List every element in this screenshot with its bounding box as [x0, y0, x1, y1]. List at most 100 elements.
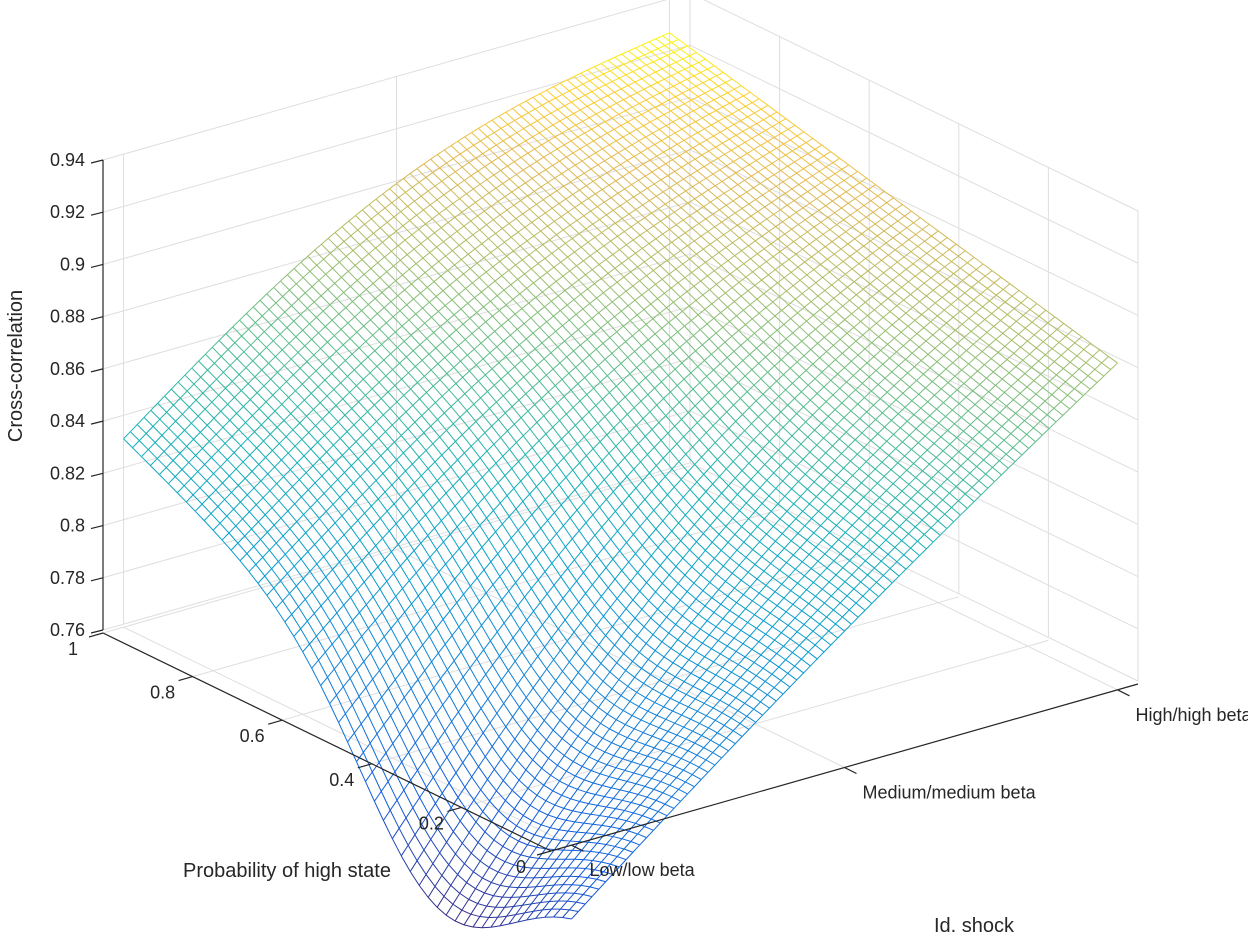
- mesh-line: [594, 869, 604, 873]
- mesh-line: [701, 449, 709, 458]
- mesh-line: [389, 183, 397, 190]
- mesh-line: [506, 906, 514, 917]
- mesh-line: [857, 610, 866, 618]
- mesh-line: [426, 385, 434, 393]
- mesh-line: [721, 704, 730, 714]
- mesh-line: [901, 239, 910, 246]
- mesh-line: [500, 124, 509, 129]
- mesh-line: [802, 243, 810, 250]
- mesh-line: [548, 136, 556, 142]
- mesh-line: [497, 871, 508, 876]
- mesh-line: [587, 236, 596, 243]
- mesh-line: [660, 781, 670, 786]
- mesh-line: [800, 436, 809, 445]
- mesh-line: [505, 726, 516, 740]
- mesh-line: [330, 479, 339, 487]
- mesh-line: [534, 699, 543, 710]
- mesh-line: [326, 444, 334, 453]
- mesh-line: [265, 457, 275, 468]
- mesh-line: [328, 405, 337, 413]
- mesh-line: [477, 903, 487, 907]
- mesh-line: [400, 254, 408, 261]
- mesh-line: [826, 297, 835, 305]
- mesh-line: [363, 652, 371, 662]
- mesh-line: [541, 824, 551, 829]
- mesh-line: [671, 194, 680, 201]
- mesh-line: [635, 775, 644, 785]
- mesh-line: [600, 375, 608, 383]
- mesh-line: [635, 204, 643, 210]
- mesh-line: [435, 341, 443, 349]
- mesh-line: [501, 269, 510, 277]
- mesh-line: [877, 190, 885, 197]
- mesh-line: [756, 341, 764, 349]
- mesh-line: [748, 510, 756, 520]
- mesh-line: [607, 846, 616, 855]
- mesh-line: [629, 635, 638, 645]
- mesh-line: [618, 670, 627, 680]
- mesh-line: [516, 435, 524, 443]
- mesh-line: [725, 287, 733, 294]
- mesh-line: [366, 232, 374, 240]
- mesh-line: [525, 687, 534, 698]
- mesh-line: [541, 336, 550, 344]
- mesh-line: [590, 206, 598, 212]
- mesh-line: [402, 508, 411, 517]
- mesh-line: [726, 351, 735, 358]
- mesh-line: [545, 729, 554, 741]
- mesh-line: [471, 683, 480, 694]
- grid-line-y-floor: [102, 465, 691, 634]
- mesh-line: [559, 640, 568, 651]
- mesh-line: [460, 651, 471, 669]
- mesh-line: [737, 486, 745, 495]
- mesh-line: [659, 125, 667, 130]
- mesh-line: [618, 74, 627, 79]
- mesh-line: [497, 196, 506, 202]
- mesh-line: [217, 450, 228, 461]
- mesh-line: [859, 216, 867, 223]
- mesh-line: [716, 278, 724, 285]
- mesh-line: [396, 799, 407, 819]
- mesh-line: [426, 611, 437, 629]
- mesh-line: [606, 209, 614, 216]
- mesh-line: [285, 429, 294, 438]
- mesh-line: [591, 707, 599, 718]
- mesh-line: [574, 160, 583, 166]
- mesh-line: [407, 834, 416, 846]
- mesh-line: [302, 323, 310, 331]
- mesh-line: [468, 821, 477, 833]
- mesh-line: [322, 620, 331, 629]
- mesh-line: [754, 108, 762, 114]
- mesh-line: [461, 491, 470, 500]
- mesh-line: [702, 582, 711, 591]
- mesh-line: [347, 369, 355, 377]
- mesh-line: [813, 525, 821, 534]
- mesh-line: [459, 410, 468, 418]
- mesh-line: [850, 171, 858, 177]
- mesh-line: [516, 684, 527, 698]
- mesh-line: [290, 413, 301, 424]
- mesh-line: [320, 597, 329, 607]
- mesh-line: [629, 129, 637, 134]
- mesh-line: [912, 258, 921, 265]
- mesh-line: [386, 581, 397, 597]
- mesh-line: [391, 828, 400, 839]
- mesh-line: [617, 188, 625, 194]
- mesh-line: [966, 501, 975, 509]
- mesh-line: [594, 63, 602, 68]
- mesh-line: [496, 622, 505, 633]
- mesh-line: [748, 199, 756, 205]
- mesh-line: [832, 388, 841, 396]
- mesh-line: [534, 342, 543, 350]
- mesh-line: [692, 382, 701, 390]
- mesh-line: [676, 681, 685, 691]
- mesh-line: [545, 426, 554, 435]
- mesh-line: [784, 228, 792, 235]
- mesh-line: [366, 469, 377, 481]
- mesh-line: [474, 243, 483, 250]
- mesh-line: [400, 557, 408, 567]
- mesh-line: [981, 391, 989, 399]
- mesh-line: [653, 781, 662, 790]
- mesh-line: [481, 192, 490, 199]
- mesh-line: [287, 565, 295, 574]
